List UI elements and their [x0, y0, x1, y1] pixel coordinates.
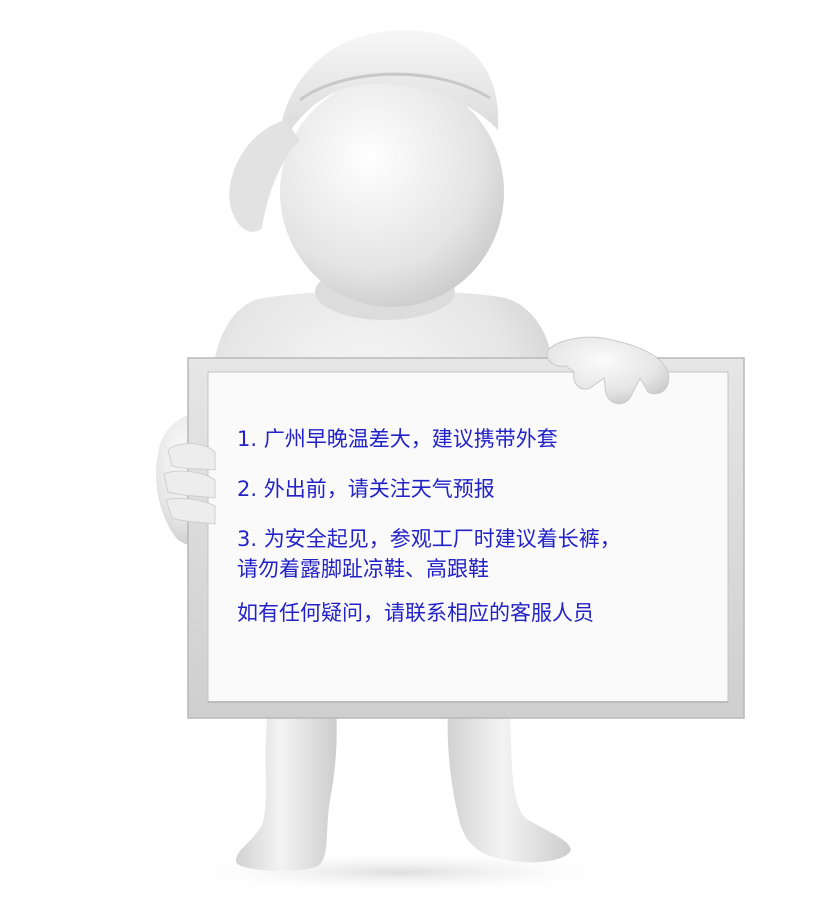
sign-text-block: 1. 广州早晚温差大，建议携带外套 2. 外出前，请关注天气预报 3. 为安全起… — [237, 424, 717, 628]
note-line-contact: 如有任何疑问，请联系相应的客服人员 — [237, 601, 594, 625]
note-line-2: 2. 外出前，请关注天气预报 — [237, 477, 495, 501]
legs — [235, 710, 571, 871]
ground-shadow — [160, 850, 640, 894]
left-fingers — [163, 443, 216, 525]
note-line-3: 3. 为安全起见，参观工厂时建议着长裤， — [237, 527, 621, 551]
right-hand — [546, 336, 670, 405]
cap — [229, 29, 499, 232]
sign-board — [187, 357, 745, 719]
head — [280, 77, 504, 307]
note-line-1: 1. 广州早晚温差大，建议携带外套 — [237, 427, 558, 451]
note-line-3-continued: 请勿着露脚趾凉鞋、高跟鞋 — [237, 557, 489, 581]
